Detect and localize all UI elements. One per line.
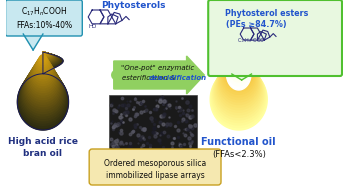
Polygon shape [231, 45, 247, 74]
Polygon shape [234, 45, 243, 59]
Polygon shape [211, 45, 267, 127]
Polygon shape [223, 45, 255, 92]
Polygon shape [226, 45, 251, 81]
Polygon shape [26, 52, 59, 102]
Polygon shape [29, 52, 56, 93]
Polygon shape [28, 52, 58, 97]
Text: C$_{17}$H$_n$COOH: C$_{17}$H$_n$COOH [21, 6, 67, 18]
Text: Ordered mesoporous silica: Ordered mesoporous silica [104, 159, 206, 167]
Polygon shape [221, 45, 257, 99]
Text: bran oil: bran oil [23, 149, 62, 157]
Polygon shape [234, 45, 243, 62]
Polygon shape [235, 45, 243, 56]
FancyArrowPatch shape [117, 69, 192, 81]
Text: HO: HO [88, 24, 97, 29]
Polygon shape [221, 45, 256, 97]
Polygon shape [29, 52, 57, 95]
Text: immobilized lipase arrays: immobilized lipase arrays [106, 170, 204, 180]
Polygon shape [232, 45, 246, 66]
Polygon shape [226, 45, 251, 90]
FancyBboxPatch shape [208, 0, 342, 76]
Polygon shape [38, 52, 48, 67]
Polygon shape [214, 45, 263, 117]
Polygon shape [34, 52, 52, 78]
Text: "One-pot" enzymatic: "One-pot" enzymatic [121, 65, 195, 71]
Polygon shape [229, 45, 249, 82]
Polygon shape [233, 45, 245, 64]
Polygon shape [31, 52, 56, 90]
Polygon shape [227, 45, 250, 86]
Text: C$_{17}$H$_n$-COO: C$_{17}$H$_n$-COO [237, 36, 265, 45]
Polygon shape [213, 45, 265, 122]
Polygon shape [21, 52, 66, 121]
Polygon shape [39, 52, 46, 62]
Polygon shape [32, 52, 54, 86]
Polygon shape [224, 45, 253, 89]
Text: High acid rice: High acid rice [8, 138, 78, 146]
Polygon shape [39, 52, 47, 64]
Polygon shape [232, 74, 251, 80]
Polygon shape [233, 45, 244, 66]
Text: Functional oil: Functional oil [201, 137, 276, 147]
Polygon shape [236, 45, 241, 53]
Polygon shape [231, 45, 247, 69]
Text: Phytosterol esters: Phytosterol esters [225, 9, 308, 18]
Polygon shape [226, 45, 252, 84]
Polygon shape [219, 45, 259, 105]
Text: FFAs:10%-40%: FFAs:10%-40% [16, 20, 72, 29]
Polygon shape [218, 45, 260, 107]
Polygon shape [214, 45, 264, 120]
Polygon shape [34, 52, 52, 81]
FancyBboxPatch shape [89, 149, 221, 185]
Polygon shape [21, 52, 65, 118]
Polygon shape [210, 45, 267, 130]
Polygon shape [31, 52, 55, 88]
Polygon shape [24, 52, 62, 109]
Polygon shape [23, 52, 63, 114]
Polygon shape [222, 45, 255, 94]
Polygon shape [216, 45, 261, 112]
Polygon shape [25, 52, 61, 107]
Polygon shape [230, 45, 248, 71]
Polygon shape [17, 52, 69, 130]
Polygon shape [35, 52, 51, 76]
Polygon shape [232, 45, 246, 70]
Polygon shape [225, 45, 253, 87]
Polygon shape [229, 45, 248, 74]
Polygon shape [212, 45, 265, 125]
Polygon shape [215, 45, 262, 115]
Polygon shape [19, 52, 67, 125]
Polygon shape [24, 52, 62, 111]
Polygon shape [22, 52, 64, 116]
FancyBboxPatch shape [5, 0, 82, 36]
Polygon shape [235, 45, 242, 58]
Polygon shape [18, 52, 68, 128]
Text: (PEs ≥84.7%): (PEs ≥84.7%) [226, 19, 287, 29]
Polygon shape [26, 52, 60, 104]
Polygon shape [20, 52, 66, 123]
Text: (FFAs<2.3%): (FFAs<2.3%) [212, 150, 265, 160]
Polygon shape [36, 52, 50, 74]
Polygon shape [230, 45, 248, 78]
Text: deacidification: deacidification [149, 75, 207, 81]
Polygon shape [217, 45, 260, 110]
Text: esterification &: esterification & [122, 75, 178, 81]
Polygon shape [37, 52, 49, 71]
Polygon shape [23, 34, 43, 50]
Polygon shape [220, 45, 258, 102]
Text: Phytosterols: Phytosterols [101, 2, 166, 11]
Polygon shape [227, 45, 250, 79]
Polygon shape [27, 52, 59, 100]
Polygon shape [228, 45, 249, 76]
Polygon shape [233, 45, 244, 61]
FancyArrow shape [114, 56, 204, 94]
Polygon shape [37, 52, 49, 69]
FancyBboxPatch shape [109, 95, 197, 150]
Polygon shape [33, 52, 53, 83]
